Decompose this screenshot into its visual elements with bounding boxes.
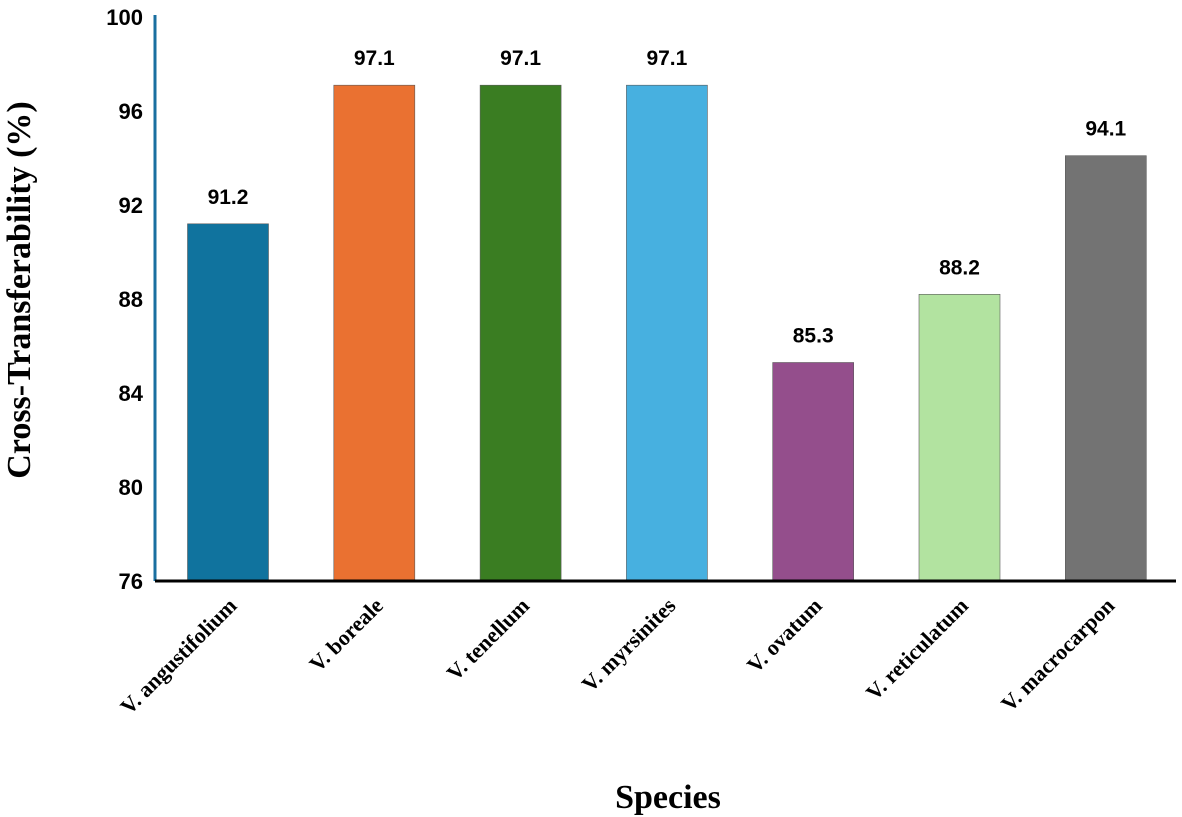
data-label-1: 91.2 (208, 186, 249, 209)
category-label-6: V. reticulatum (861, 593, 973, 705)
y-tick-label-100: 100 (106, 5, 143, 30)
y-tick-label-92: 92 (119, 193, 143, 218)
bar-4 (626, 84, 708, 582)
y-tick-labels: 76 80 84 88 92 96 100 (106, 5, 143, 594)
y-tick-label-80: 80 (119, 475, 143, 500)
bar-1 (187, 223, 269, 582)
bar-7 (1065, 155, 1147, 582)
category-label-4: V. myrsinites (577, 593, 681, 697)
data-label-4: 97.1 (646, 47, 687, 70)
category-label-1: V. angustifolium (115, 593, 241, 719)
category-label-3: V. tenellum (442, 593, 535, 686)
y-tick-label-96: 96 (119, 99, 143, 124)
bar-2 (333, 84, 416, 582)
data-label-5: 85.3 (793, 325, 834, 348)
data-label-3: 97.1 (500, 47, 541, 70)
data-label-7: 94.1 (1085, 118, 1126, 141)
bar-3 (479, 84, 562, 582)
x-category-labels: V. angustifolium V. boreale V. tenellum V. … (115, 593, 1119, 720)
bars-group (187, 84, 1147, 582)
data-label-2: 97.1 (354, 47, 395, 70)
data-labels-group: 91.2 97.1 97.1 97.1 85.3 88.2 94.1 (208, 47, 1127, 347)
bar-6 (918, 293, 1001, 582)
x-axis-title: Species (615, 779, 721, 816)
category-label-5: V. ovatum (742, 593, 827, 678)
y-axis-title: Cross-Transferability (%) (1, 101, 38, 478)
y-tick-label-88: 88 (119, 287, 143, 312)
y-tick-label-76: 76 (119, 569, 143, 594)
category-label-7: V. macrocarpon (996, 593, 1119, 716)
category-label-2: V. boreale (304, 593, 388, 677)
bar-5 (772, 362, 855, 582)
y-tick-label-84: 84 (119, 381, 144, 406)
data-label-6: 88.2 (939, 256, 980, 279)
